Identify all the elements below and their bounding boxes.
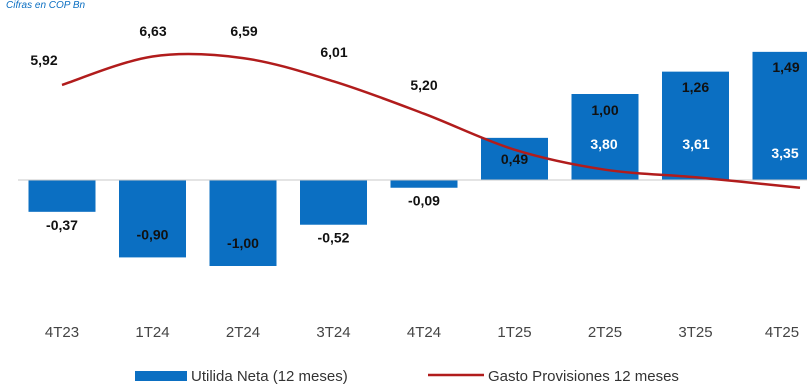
x-tick-4T23: 4T23 bbox=[45, 324, 79, 341]
bar-label-1T24: -0,90 bbox=[137, 226, 169, 242]
x-axis-tick-labels: 4T23 1T24 2T24 3T24 4T24 1T25 2T25 3T25 4T25 bbox=[45, 324, 799, 341]
legend: Utilida Neta (12 meses) Gasto Provisione… bbox=[135, 368, 679, 385]
bar-4T23 bbox=[28, 180, 96, 212]
bar-label-3T25: 1,26 bbox=[682, 79, 709, 95]
bar-label-4T25: 1,49 bbox=[772, 59, 799, 75]
x-tick-4T24: 4T24 bbox=[407, 324, 441, 341]
bar-3T25 bbox=[662, 71, 729, 180]
x-tick-3T24: 3T24 bbox=[316, 324, 350, 341]
bar-1T24 bbox=[119, 180, 186, 258]
line-label-4T25: 3,35 bbox=[771, 145, 798, 161]
x-tick-4T25: 4T25 bbox=[765, 324, 799, 341]
bar-label-2T25: 1,00 bbox=[591, 102, 618, 118]
legend-swatch-bar bbox=[135, 371, 187, 381]
x-tick-3T25: 3T25 bbox=[678, 324, 712, 341]
x-tick-2T24: 2T24 bbox=[226, 324, 260, 341]
legend-label-bar: Utilida Neta (12 meses) bbox=[191, 368, 348, 385]
line-label-4T23: 5,92 bbox=[30, 52, 57, 68]
line-label-4T24: 5,20 bbox=[410, 77, 437, 93]
bar-label-4T24: -0,09 bbox=[408, 193, 440, 209]
bar-label-1T25: 0,49 bbox=[501, 151, 528, 167]
x-tick-1T24: 1T24 bbox=[135, 324, 169, 341]
line-label-2T24: 6,59 bbox=[230, 23, 257, 39]
bar-1T25 bbox=[481, 137, 548, 180]
bar-4T24 bbox=[390, 180, 458, 188]
x-tick-2T25: 2T25 bbox=[588, 324, 622, 341]
line-label-3T24: 6,01 bbox=[320, 44, 347, 60]
line-label-1T24: 6,63 bbox=[139, 23, 166, 39]
line-series-path bbox=[61, 52, 801, 189]
bar-3T24 bbox=[300, 180, 367, 225]
legend-label-line: Gasto Provisiones 12 meses bbox=[488, 368, 679, 385]
bar-label-4T23: -0,37 bbox=[46, 217, 78, 233]
bar-2T24 bbox=[209, 180, 277, 266]
bar-data-labels: -0,37 -0,90 -1,00 -0,52 -0,09 0,49 1,00 1,26 1,4… bbox=[46, 59, 800, 251]
chart-subtitle: Cifras en COP Bn bbox=[6, 0, 86, 11]
bar-series bbox=[28, 51, 807, 266]
line-data-labels: 5,92 6,63 6,59 6,01 5,20 3,80 3,61 3,35 bbox=[30, 23, 798, 161]
line-label-3T25: 3,61 bbox=[682, 136, 709, 152]
bar-label-2T24: -1,00 bbox=[227, 235, 259, 251]
bar-label-3T24: -0,52 bbox=[318, 230, 350, 246]
line-label-2T25: 3,80 bbox=[590, 136, 617, 152]
x-tick-1T25: 1T25 bbox=[497, 324, 531, 341]
bar-4T25 bbox=[752, 51, 807, 180]
